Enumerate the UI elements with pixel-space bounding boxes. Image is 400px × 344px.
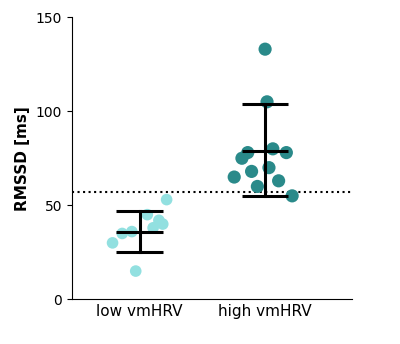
Point xyxy=(109,240,116,246)
Point xyxy=(160,221,166,227)
Point xyxy=(289,193,295,198)
Point xyxy=(144,212,150,217)
Point xyxy=(283,150,290,155)
Point xyxy=(266,165,272,170)
Point xyxy=(244,150,251,155)
Point xyxy=(239,155,245,161)
Point xyxy=(156,217,162,223)
Point xyxy=(119,231,126,236)
Point xyxy=(132,268,139,274)
Point xyxy=(248,169,255,174)
Y-axis label: RMSSD [ms]: RMSSD [ms] xyxy=(15,106,30,211)
Point xyxy=(262,46,268,52)
Point xyxy=(164,197,170,202)
Point xyxy=(129,229,135,234)
Point xyxy=(254,184,260,189)
Point xyxy=(276,178,282,184)
Point xyxy=(150,225,156,230)
Point xyxy=(231,174,238,180)
Point xyxy=(264,99,270,105)
Point xyxy=(270,146,276,152)
